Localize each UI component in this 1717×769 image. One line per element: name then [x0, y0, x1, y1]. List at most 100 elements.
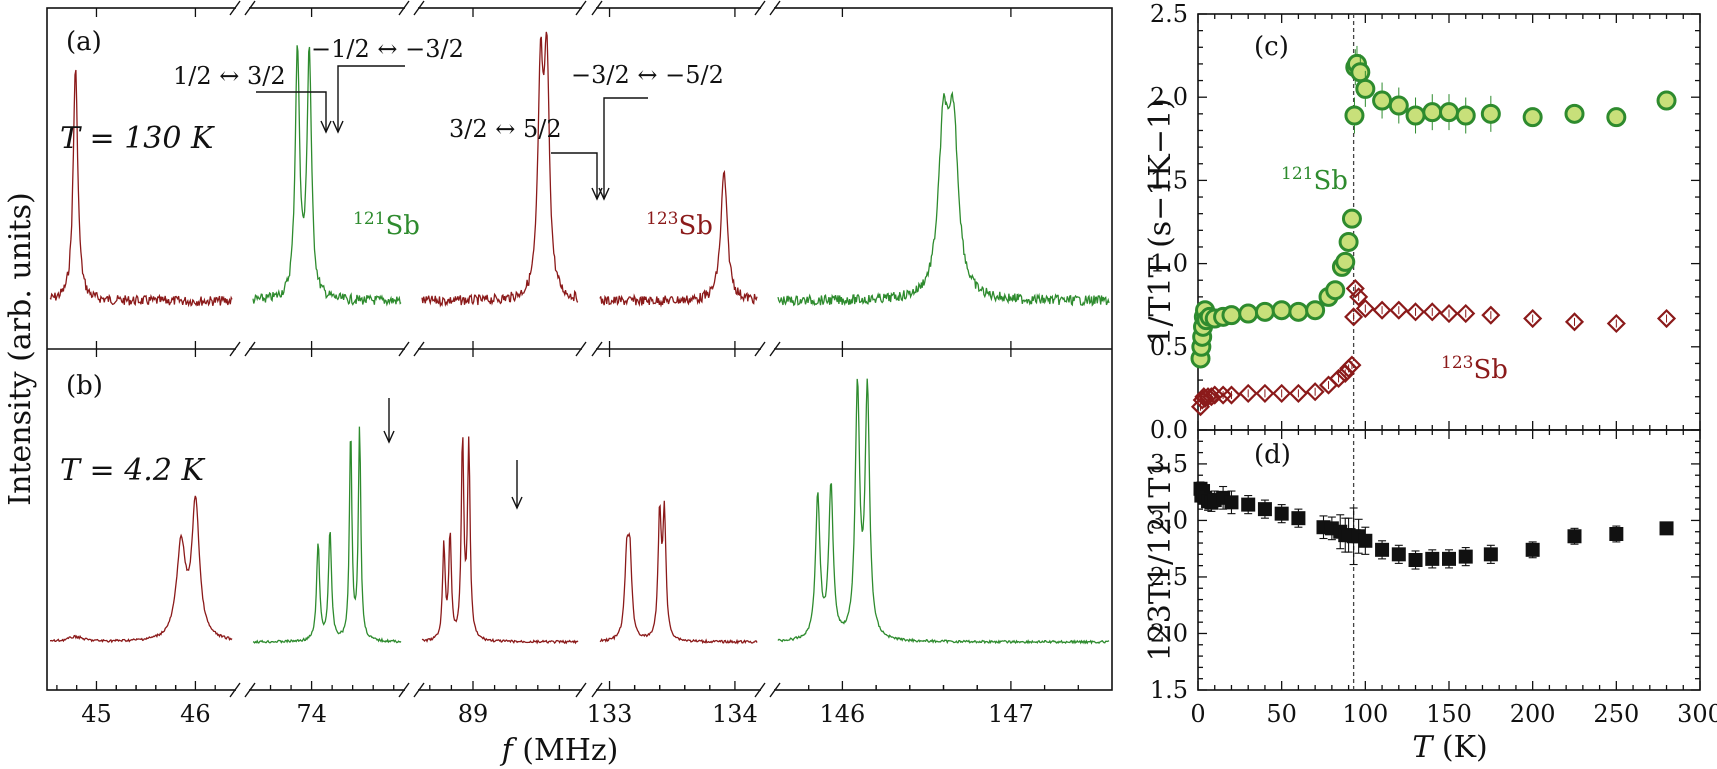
- marker-ratio: [1375, 542, 1390, 557]
- panel-d-ticks: 1.5 2.0 2.5 3.0 3.5 0 50 100 150 200 250 300: [1150, 14, 1717, 728]
- marker-123sb: [1389, 300, 1409, 320]
- spectra-tick-label: 45: [81, 700, 112, 728]
- marker-121sb: [1480, 103, 1501, 124]
- panel-d-y-tick-label: 2.5: [1150, 563, 1188, 591]
- panel-d-y-tick-label: 3.0: [1150, 506, 1188, 534]
- marker-123sb: [1205, 385, 1225, 405]
- panel-c-y-label-text: 1/T1T (s−1K−1): [1143, 98, 1178, 346]
- panel-c-tag: (c): [1254, 32, 1289, 62]
- marker-123sb: [1405, 302, 1426, 322]
- panel-c-y-tick-label: 2.5: [1150, 0, 1188, 28]
- axis-break-slash: [754, 682, 766, 698]
- axis-break-slash: [244, 682, 256, 698]
- marker-121sb: [1656, 90, 1677, 111]
- spectra-panel: 45 46 74 89 133 134 146 147 Intensity (arb. uni…: [3, 0, 1113, 768]
- marker-123sb: [1564, 312, 1585, 332]
- panel-d-y-tick-label: 2.0: [1150, 619, 1188, 647]
- panel-d-x-axis-unit: (K): [1432, 730, 1487, 765]
- axis-break-slash: [244, 341, 256, 357]
- marker-ratio: [1442, 551, 1456, 566]
- marker-123sb: [1349, 287, 1369, 307]
- panel-d-x-axis-label: T (K): [1412, 730, 1487, 765]
- spectra-curves: [49, 31, 1110, 645]
- marker-123sb: [1481, 305, 1501, 325]
- axis-break-slash: [591, 682, 603, 698]
- axis-break-gap: [236, 2, 249, 14]
- marker-123sb: [1422, 302, 1442, 322]
- axis-break-slash: [398, 341, 410, 357]
- marker-121sb: [1344, 105, 1365, 126]
- marker-121sb: [1305, 300, 1326, 321]
- axis-break-gap: [761, 2, 774, 14]
- axis-break-slash: [413, 0, 425, 16]
- marker-ratio: [1567, 529, 1582, 544]
- panel-d-y-label-text: 123T1/121T1: [1143, 459, 1178, 662]
- spectrum-a-segment-1: [49, 69, 233, 308]
- axis-break-slash: [229, 341, 241, 357]
- spectrum-b-segment-4: [599, 500, 758, 645]
- marker-ratio: [1525, 542, 1540, 557]
- marker-123sb: [1656, 308, 1677, 329]
- marker-121sb: [1422, 102, 1443, 123]
- marker-ratio: [1391, 547, 1406, 562]
- annotation-line: [603, 97, 648, 199]
- marker-121sb: [1439, 102, 1459, 123]
- panel-d-x-tick-label: 100: [1342, 700, 1388, 728]
- marker-ratio: [1241, 497, 1256, 512]
- panel-c-y-axis-label: 1/T1T (s−1K−1): [1143, 98, 1178, 346]
- isotope-label-121-a: 121Sb: [353, 209, 420, 241]
- marker-123sb: [1523, 308, 1543, 329]
- axis-break-gap: [582, 2, 596, 14]
- marker-121sb: [1338, 231, 1359, 252]
- marker-ratio: [1257, 502, 1272, 517]
- axis-break-gap: [761, 684, 774, 696]
- marker-ratio: [1659, 521, 1674, 536]
- axis-break-slash: [769, 341, 781, 357]
- marker-123sb: [1329, 368, 1349, 388]
- axis-break-slash: [575, 682, 587, 698]
- panel-d-y-tick-label: 3.5: [1150, 450, 1188, 478]
- axis-break-gap: [761, 343, 774, 355]
- annotation-neg-half-to-neg-three-half: −1/2 ↔ −3/2: [311, 35, 464, 63]
- annotation-line: [256, 91, 327, 132]
- marker-123sb: [1342, 355, 1362, 375]
- marker-123sb: [1288, 383, 1308, 403]
- annotation-arrowhead: [511, 496, 523, 510]
- axis-break-gap: [405, 343, 418, 355]
- panel-c-markers: [1190, 45, 1677, 417]
- spectra-tick-label: 89: [458, 700, 489, 728]
- panel-b-tag: (b): [66, 371, 103, 401]
- axis-break-gap: [405, 2, 418, 14]
- axis-break-slash: [769, 0, 781, 16]
- marker-121sb: [1254, 301, 1275, 322]
- marker-123sb: [1355, 298, 1375, 319]
- marker-ratio: [1224, 495, 1239, 510]
- spectra-x-ticks: 45 46 74 89 133 134 146 147: [56, 8, 1079, 728]
- axis-break-slash: [244, 0, 256, 16]
- axis-break-slash: [575, 341, 587, 357]
- axis-break-slash: [769, 682, 781, 698]
- panel-d-y-tick-label: 1.5: [1150, 676, 1188, 704]
- panel-c-label-121: 121Sb: [1281, 164, 1348, 196]
- panel-c-ticks: 0.0 0.5 1.0 1.5 2.0 2.5: [1150, 0, 1700, 690]
- axis-break-slash: [591, 341, 603, 357]
- panel-d-x-tick-label: 300: [1677, 700, 1717, 728]
- spectra-tick-label: 146: [819, 700, 865, 728]
- panel-a-temperature: T = 130 K: [60, 121, 215, 156]
- axis-break-slash: [413, 341, 425, 357]
- panel-c-y-tick-label: 0.5: [1150, 333, 1188, 361]
- panel-c-y-tick-label: 0.0: [1150, 416, 1188, 444]
- marker-123sb: [1272, 383, 1292, 403]
- marker-123sb: [1213, 385, 1233, 405]
- axis-break-slash: [413, 682, 425, 698]
- spectrum-b-segment-1: [50, 495, 233, 644]
- spectrum-b-segment-2: [252, 426, 402, 644]
- marker-ratio: [1609, 527, 1624, 541]
- marker-123sb: [1439, 303, 1459, 324]
- marker-121sb: [1372, 90, 1393, 111]
- annotation-half-to-three-half: 1/2 ↔ 3/2: [173, 62, 286, 90]
- marker-121sb: [1341, 208, 1362, 229]
- axis-break-gap: [236, 343, 249, 355]
- marker-ratio: [1291, 511, 1306, 526]
- marker-123sb: [1221, 385, 1242, 405]
